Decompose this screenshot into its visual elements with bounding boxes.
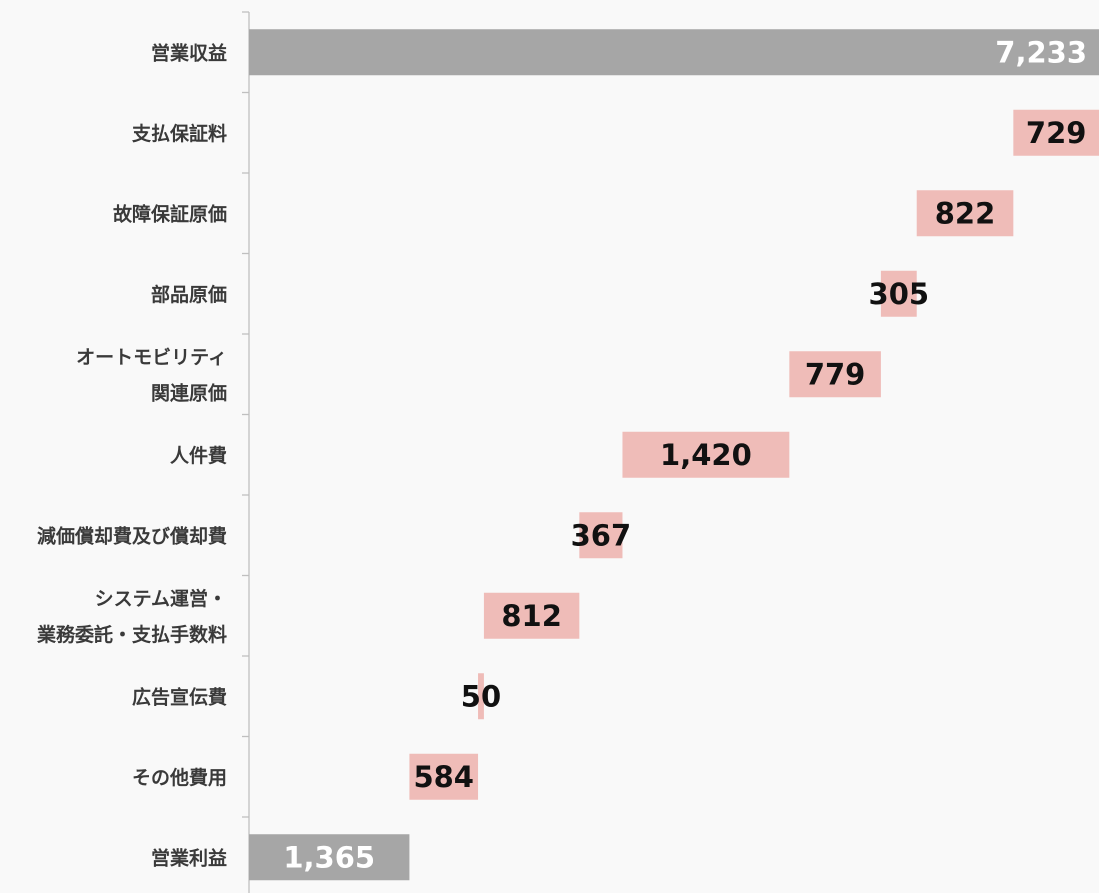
bar-value-label: 1,420 <box>660 438 752 472</box>
category-label: 支払保証料 <box>131 122 227 145</box>
decrease-bar <box>409 753 479 800</box>
bar-value-label: 584 <box>413 760 474 794</box>
category-label: システム運営・ <box>95 587 227 610</box>
category-label: 関連原価 <box>151 381 227 404</box>
category-label: 人件費 <box>170 444 227 467</box>
decrease-bar <box>483 592 580 639</box>
decrease-bar <box>916 190 1014 237</box>
bar-value-label: 50 <box>461 679 501 713</box>
category-label: 部品原価 <box>151 283 227 306</box>
bar-value-label: 367 <box>571 518 632 552</box>
decrease-bar <box>880 270 917 317</box>
decrease-bar <box>1013 109 1099 156</box>
decrease-bar <box>579 512 623 559</box>
category-label: オートモビリティ <box>76 346 227 368</box>
bar-value-label: 1,365 <box>283 840 375 874</box>
total-bar <box>249 29 1099 76</box>
category-label: 営業利益 <box>151 846 227 869</box>
bar-value-label: 779 <box>805 357 866 391</box>
bar-value-label: 822 <box>935 196 996 230</box>
category-label: 業務委託・支払手数料 <box>36 623 227 646</box>
bar-value-label: 812 <box>501 599 562 633</box>
category-label: 広告宣伝費 <box>132 685 227 708</box>
bar-value-label: 7,233 <box>995 35 1087 69</box>
category-label: 減価償却費及び償却費 <box>37 524 227 547</box>
category-label: その他費用 <box>132 766 227 789</box>
total-bar <box>249 834 410 881</box>
decrease-bar <box>622 431 790 478</box>
bar-value-label: 305 <box>869 277 930 311</box>
category-label: 故障保証原価 <box>113 202 227 225</box>
decrease-bar <box>478 673 484 720</box>
bar-value-label: 729 <box>1026 116 1087 150</box>
category-label: 営業収益 <box>151 41 227 64</box>
decrease-bar <box>789 351 881 398</box>
